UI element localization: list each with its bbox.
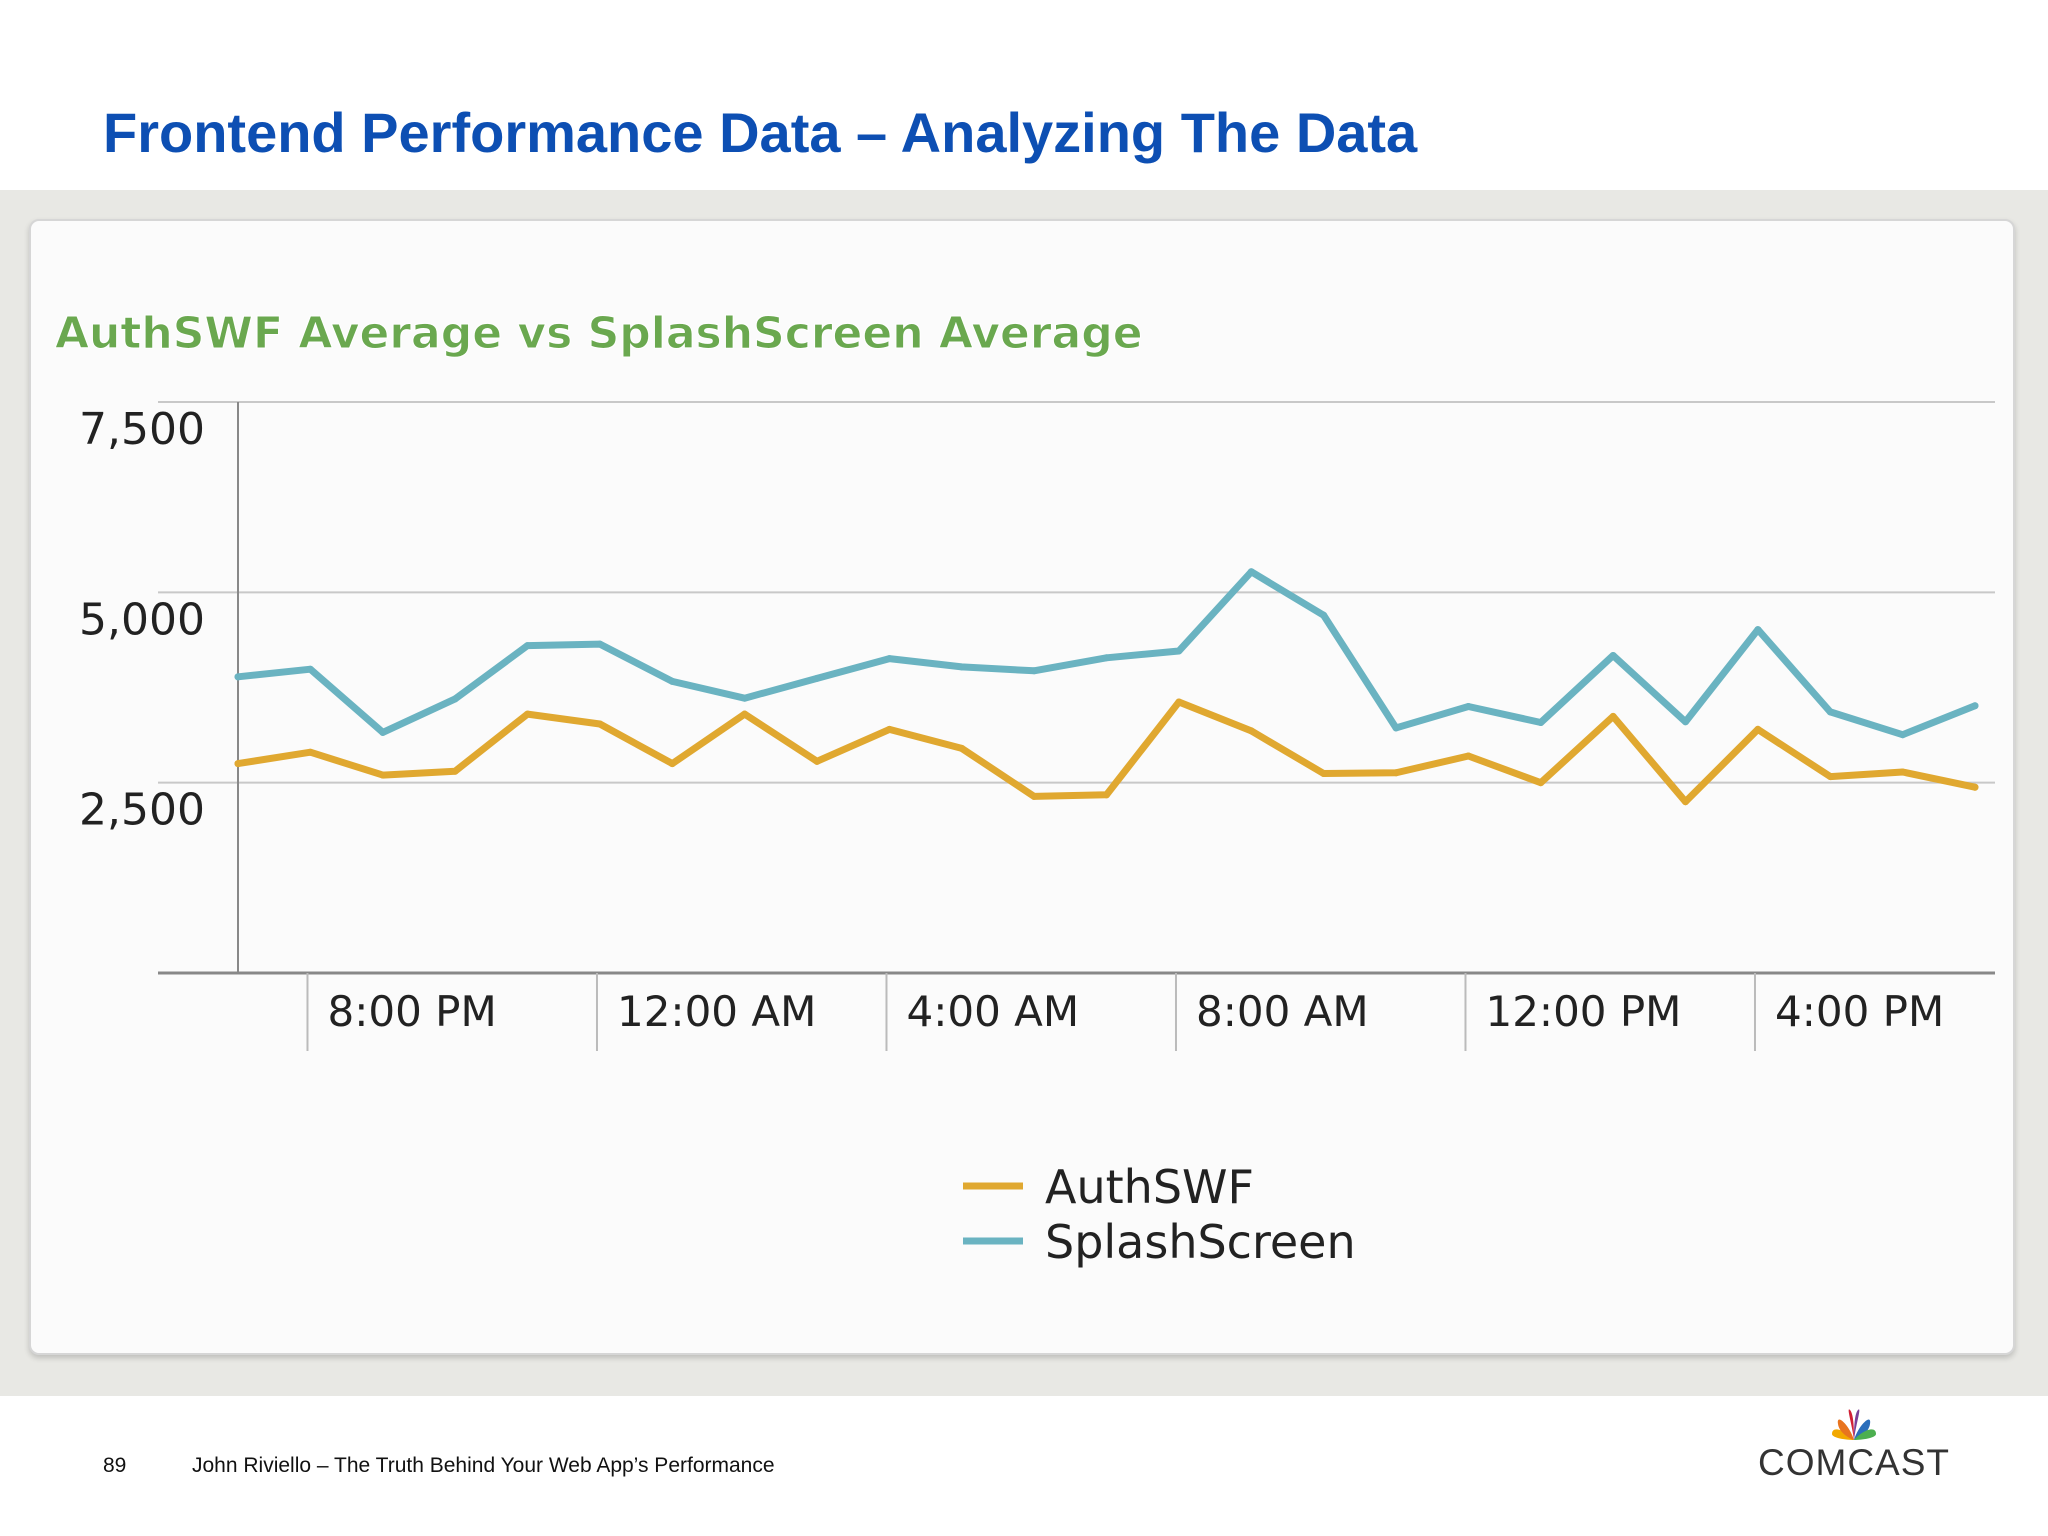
data-point [306, 748, 314, 756]
data-point [1971, 702, 1979, 710]
data-point [885, 655, 893, 663]
data-point [1826, 773, 1834, 781]
data-point [1537, 779, 1545, 787]
series-lines [234, 568, 1979, 806]
data-point [1682, 798, 1689, 806]
data-point [958, 744, 966, 752]
data-point [596, 640, 604, 648]
data-point [813, 757, 821, 765]
data-point [234, 673, 242, 681]
data-point [379, 771, 387, 779]
x-tick-label: 8:00 AM [1196, 987, 1369, 1036]
data-point [1899, 768, 1907, 776]
data-point [524, 710, 531, 718]
data-point [1609, 652, 1617, 660]
data-point [1826, 708, 1834, 716]
data-point [885, 725, 893, 733]
x-tick-label: 4:00 PM [1775, 987, 1944, 1036]
data-point [741, 694, 749, 702]
data-point [1247, 568, 1255, 576]
data-point [1464, 752, 1472, 760]
data-point [1320, 770, 1328, 778]
data-point [1030, 792, 1038, 800]
data-point [1175, 647, 1183, 655]
y-tick-label: 2,500 [79, 785, 205, 836]
data-point [524, 642, 531, 650]
legend-label: SplashScreen [1045, 1215, 1356, 1269]
data-point [1103, 654, 1110, 662]
data-point [451, 695, 459, 703]
x-tick-label: 12:00 AM [617, 987, 816, 1036]
data-point [306, 665, 314, 673]
peacock-icon [1832, 1409, 1876, 1440]
x-tick-label: 4:00 AM [906, 987, 1079, 1036]
data-point [1030, 667, 1038, 675]
slide-title: Frontend Performance Data – Analyzing Th… [103, 101, 1418, 164]
data-point [1392, 769, 1400, 777]
y-tick-label: 5,000 [79, 594, 205, 645]
data-point [1609, 712, 1617, 720]
logo-wordmark: COMCAST [1758, 1442, 1950, 1483]
legend-label: AuthSWF [1045, 1160, 1254, 1214]
data-point [1754, 626, 1762, 634]
x-tick-label: 12:00 PM [1485, 987, 1681, 1036]
data-point [668, 760, 676, 768]
axes: 2,500 5,000 7,500 8:00 PM 12:00 AM 4:00 AM 8:0… [79, 402, 1995, 1051]
data-point [1175, 698, 1183, 706]
data-point [1682, 718, 1689, 726]
data-point [741, 710, 749, 718]
data-point [668, 677, 676, 685]
data-point [1537, 719, 1545, 727]
page-number: 89 [103, 1454, 127, 1477]
data-point [1899, 731, 1907, 739]
comcast-logo: COMCAST [1754, 1404, 1954, 1486]
data-point [813, 674, 821, 682]
footer-text: John Riviello – The Truth Behind Your We… [192, 1454, 775, 1477]
chart-title: AuthSWF Average vs SplashScreen Average [55, 308, 1143, 359]
data-point [1247, 727, 1255, 735]
data-point [451, 767, 459, 775]
data-point [596, 720, 604, 728]
data-point [1103, 791, 1110, 799]
x-tick-label: 8:00 PM [327, 987, 496, 1036]
data-point [379, 728, 387, 736]
data-point [1464, 703, 1472, 711]
series-line-authswf [234, 698, 1979, 806]
series-line-splashscreen [234, 568, 1979, 739]
data-point [1392, 724, 1400, 732]
grid-lines [158, 401, 1995, 784]
data-point [234, 760, 242, 768]
data-point [1754, 725, 1762, 733]
data-point [958, 663, 966, 671]
data-point [1320, 611, 1328, 619]
y-tick-label: 7,500 [79, 404, 205, 455]
data-point [1971, 783, 1979, 791]
